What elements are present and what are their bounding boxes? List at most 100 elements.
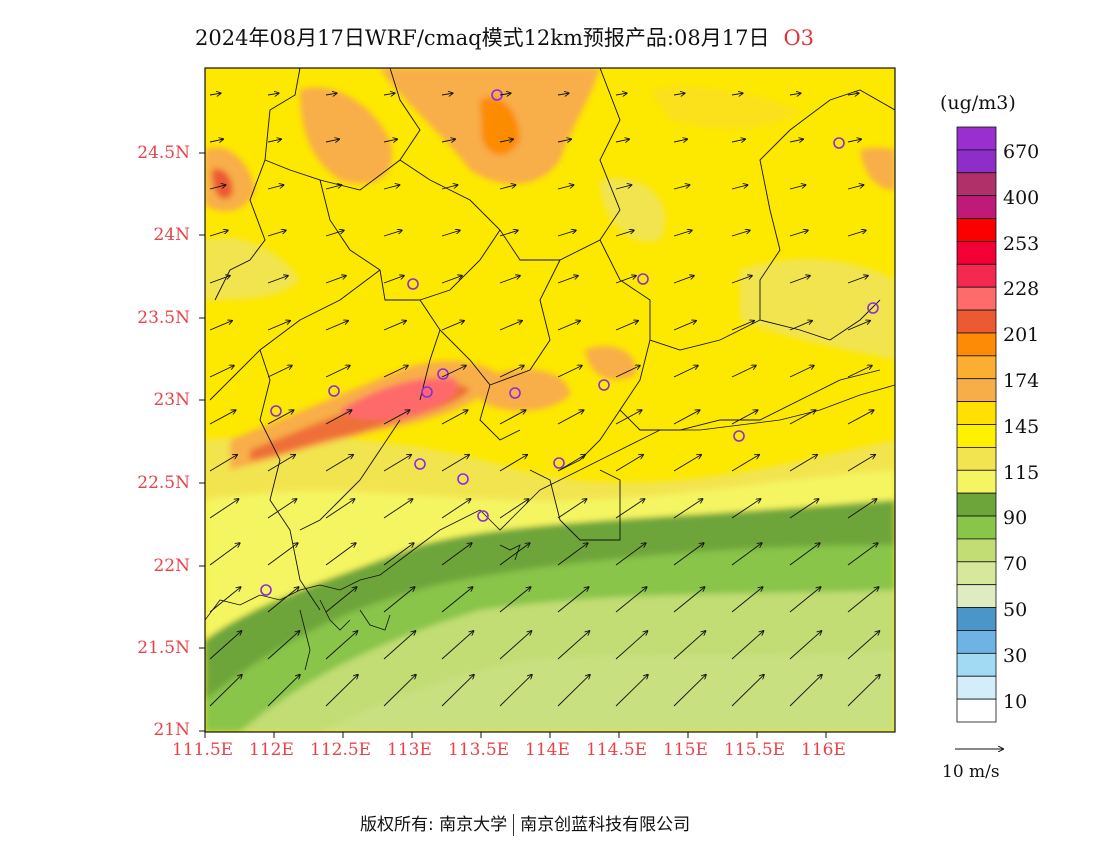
legend-swatch bbox=[956, 126, 997, 151]
wind-arrow bbox=[441, 675, 474, 707]
wind-arrow bbox=[557, 366, 582, 378]
wind-arrow bbox=[789, 499, 819, 519]
legend-label: 145 bbox=[1003, 415, 1040, 438]
species-label: O3 bbox=[783, 26, 815, 50]
wind-arrow bbox=[209, 276, 230, 284]
lon-label-116: 116E bbox=[801, 740, 846, 760]
legend-swatch bbox=[956, 149, 997, 174]
wind-arrow bbox=[673, 631, 705, 660]
wind-arrow bbox=[267, 410, 294, 425]
wind-arrow bbox=[847, 499, 877, 519]
wind-arrow bbox=[267, 93, 279, 95]
wind-arrow bbox=[441, 499, 471, 519]
lon-label-115-5: 115.5E bbox=[724, 740, 786, 760]
wind-arrow bbox=[383, 587, 415, 613]
wind-arrow bbox=[267, 631, 299, 660]
legend-swatch bbox=[956, 652, 997, 677]
legend-swatch bbox=[956, 378, 997, 403]
monitoring-stations bbox=[260, 89, 879, 596]
wind-arrow bbox=[673, 543, 704, 566]
wind-arrow bbox=[557, 321, 580, 331]
legend-swatch bbox=[956, 698, 997, 723]
lat-label-24-5: 24.5N bbox=[137, 143, 190, 163]
legend-label: 10 bbox=[1003, 690, 1028, 713]
wind-arrow bbox=[557, 276, 578, 284]
wind-arrow bbox=[789, 455, 817, 472]
wind-arrow bbox=[557, 139, 571, 142]
legend-swatch bbox=[956, 241, 997, 265]
wind-arrow bbox=[847, 631, 879, 660]
wind-arrow bbox=[557, 93, 569, 95]
wind-arrow bbox=[673, 410, 700, 425]
wind-arrow bbox=[499, 675, 532, 707]
coastline bbox=[205, 384, 895, 671]
wind-arrow bbox=[499, 321, 522, 331]
wind-arrow bbox=[441, 587, 473, 613]
wind-arrow bbox=[383, 230, 402, 237]
wind-arrow bbox=[499, 93, 511, 95]
wind-arrow bbox=[847, 455, 875, 472]
boundary-lines bbox=[209, 68, 895, 611]
legend-swatch bbox=[956, 607, 997, 631]
wind-arrow bbox=[325, 321, 348, 331]
wind-arrow bbox=[499, 455, 527, 472]
wind-arrow bbox=[789, 93, 801, 95]
wind-arrow bbox=[673, 139, 687, 142]
wind-arrow bbox=[209, 321, 232, 331]
legend-label: 174 bbox=[1003, 370, 1040, 392]
lat-label-22: 22N bbox=[153, 556, 190, 576]
legend-swatch bbox=[956, 401, 997, 425]
wind-arrow bbox=[209, 543, 240, 566]
wind-arrow bbox=[267, 366, 292, 378]
wind-arrow bbox=[615, 543, 646, 566]
wind-arrow bbox=[499, 499, 529, 519]
legend-label: 201 bbox=[1003, 324, 1040, 347]
wind-arrow bbox=[209, 675, 242, 707]
wind-arrow bbox=[731, 276, 752, 284]
wind-arrow bbox=[441, 631, 473, 660]
legend-swatch bbox=[956, 492, 997, 517]
wind-arrow bbox=[731, 631, 763, 660]
wind-arrow bbox=[267, 185, 284, 190]
legend-swatch bbox=[956, 355, 997, 380]
wind-arrow bbox=[789, 587, 821, 613]
wind-arrow bbox=[673, 321, 696, 331]
legend-swatch bbox=[956, 218, 997, 242]
wind-arrow bbox=[267, 587, 299, 613]
wind-arrow bbox=[499, 139, 513, 142]
legend-label: 400 bbox=[1003, 186, 1040, 209]
wind-arrow bbox=[209, 185, 226, 190]
wind-arrow bbox=[499, 276, 520, 284]
copyright-owner: 版权所有: 南京大学 bbox=[360, 815, 508, 835]
wind-arrow bbox=[847, 675, 880, 707]
wind-arrow bbox=[673, 366, 698, 378]
wind-arrow bbox=[441, 455, 469, 472]
wind-arrow bbox=[731, 587, 763, 613]
wind-arrow bbox=[557, 230, 576, 237]
legend-swatch bbox=[956, 172, 997, 197]
wind-arrow bbox=[325, 587, 357, 613]
wind-arrow bbox=[847, 93, 859, 95]
lon-label-114: 114E bbox=[525, 740, 570, 760]
lon-label-115: 115E bbox=[663, 740, 708, 760]
wind-arrow bbox=[267, 321, 290, 331]
wind-arrow bbox=[441, 321, 464, 331]
lat-label-23-5: 23.5N bbox=[137, 308, 190, 328]
wind-arrow bbox=[847, 410, 874, 425]
wind-arrow bbox=[499, 410, 526, 425]
wind-arrow bbox=[615, 410, 642, 425]
legend-label: 228 bbox=[1003, 278, 1040, 301]
color-legend bbox=[956, 126, 997, 723]
wind-arrow bbox=[615, 455, 643, 472]
wind-arrow bbox=[383, 631, 415, 660]
wind-arrow bbox=[731, 455, 759, 472]
wind-arrow bbox=[383, 139, 397, 142]
wind-arrow bbox=[789, 675, 822, 707]
wind-arrow bbox=[267, 499, 297, 519]
legend-swatch bbox=[956, 286, 997, 311]
wind-arrow bbox=[267, 139, 281, 142]
wind-arrow bbox=[673, 230, 692, 237]
legend-label: 253 bbox=[1003, 232, 1040, 255]
wind-arrow bbox=[731, 185, 748, 190]
lon-label-111-5: 111.5E bbox=[172, 740, 234, 760]
